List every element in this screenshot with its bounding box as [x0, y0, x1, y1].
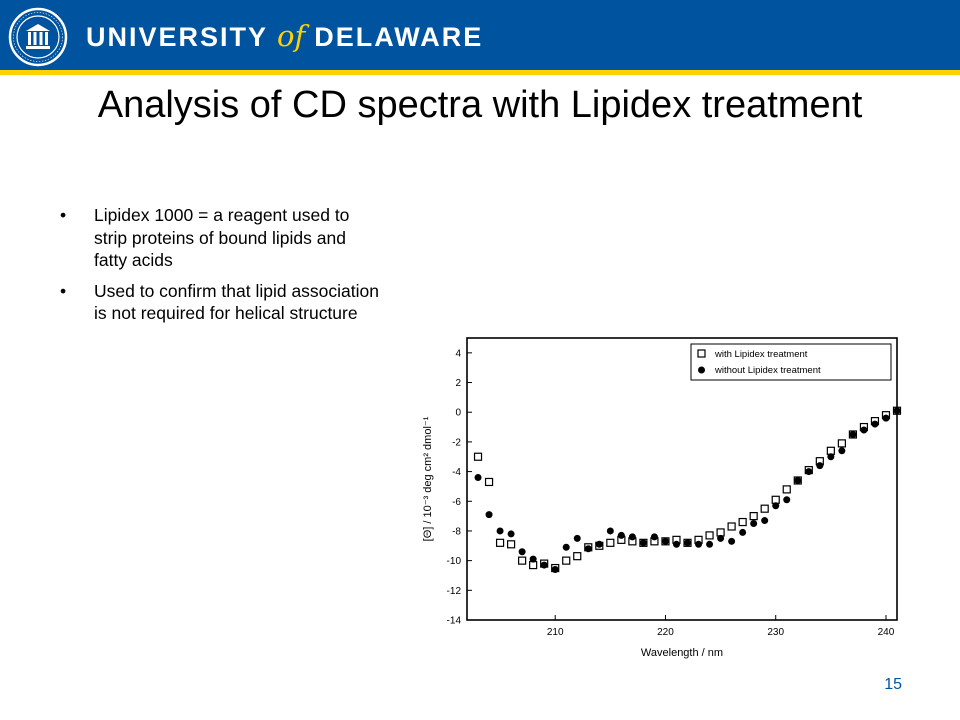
wordmark-delaware: DELAWARE [314, 22, 484, 52]
x-tick-label: 230 [767, 627, 784, 638]
data-point-without-lipidex [672, 540, 680, 548]
legend-label: without Lipidex treatment [714, 365, 821, 376]
bullet-list: • Lipidex 1000 = a reagent used to strip … [60, 204, 380, 333]
university-seal-icon [8, 7, 68, 67]
data-point-without-lipidex [816, 462, 824, 470]
data-point-without-lipidex [805, 468, 813, 476]
y-tick-label: 4 [455, 348, 461, 359]
wordmark-of: of [277, 19, 306, 53]
data-point-with-lipidex [507, 540, 516, 549]
data-point-without-lipidex [750, 520, 758, 528]
y-tick-label: 2 [455, 378, 461, 389]
header-accent-bar [0, 70, 960, 75]
university-wordmark[interactable]: UNIVERSITY of DELAWARE [86, 18, 483, 54]
data-point-without-lipidex [761, 517, 769, 525]
y-tick-label: -10 [447, 556, 462, 567]
legend-box [690, 343, 892, 381]
x-tick-label: 220 [657, 627, 674, 638]
data-point-without-lipidex [496, 527, 504, 535]
data-point-without-lipidex [717, 534, 725, 542]
data-point-with-lipidex [484, 477, 494, 487]
data-point-without-lipidex [617, 531, 625, 539]
data-point-with-lipidex [705, 531, 714, 540]
data-point-without-lipidex [584, 545, 592, 553]
data-point-with-lipidex [473, 452, 483, 461]
data-point-without-lipidex [551, 566, 559, 574]
y-tick-label: -2 [452, 437, 461, 448]
cd-spectrum-chart: 4 2 0 -2 -4 -6 -8 -10 -12 -14 210 220 230 240 Waveleng… [415, 330, 915, 665]
data-point-without-lipidex [573, 534, 581, 542]
data-point-without-lipidex [882, 414, 890, 422]
data-point-without-lipidex [794, 476, 802, 484]
data-point-without-lipidex [628, 533, 636, 541]
data-point-without-lipidex [783, 496, 791, 504]
data-point-without-lipidex [838, 447, 846, 455]
data-point-with-lipidex [738, 517, 747, 527]
data-point-without-lipidex [650, 533, 658, 541]
data-point-without-lipidex [485, 511, 493, 519]
data-point-with-lipidex [518, 556, 527, 565]
data-point-with-lipidex [495, 538, 505, 547]
legend-marker-circle [698, 366, 705, 374]
data-point-without-lipidex [772, 502, 780, 510]
x-axis-label: Wavelength / nm [641, 647, 723, 659]
bullet-item: • Used to confirm that lipid association … [60, 280, 380, 325]
y-tick-label: 0 [455, 408, 461, 419]
data-point-with-lipidex [727, 522, 736, 531]
y-axis-label: [Θ] / 10⁻³ deg cm² dmol⁻¹ [422, 416, 434, 541]
data-point-without-lipidex [639, 539, 647, 547]
x-tick-label: 240 [878, 627, 895, 638]
data-point-without-lipidex [529, 555, 537, 563]
slide-title: Analysis of CD spectra with Lipidex trea… [97, 84, 863, 126]
bullet-icon: • [60, 205, 67, 225]
data-point-with-lipidex [749, 512, 758, 521]
data-point-without-lipidex [860, 426, 868, 434]
x-tick-label: 210 [547, 627, 564, 638]
data-point-without-lipidex [606, 527, 614, 535]
data-point-without-lipidex [595, 540, 603, 548]
legend-marker-square [697, 349, 706, 358]
y-tick-label: -4 [452, 467, 461, 478]
data-point-without-lipidex [827, 453, 835, 461]
data-point-without-lipidex [695, 540, 703, 548]
legend-label: with Lipidex treatment [714, 349, 808, 360]
page-number: 15 [884, 676, 902, 693]
header-banner: UNIVERSITY of DELAWARE [0, 0, 960, 70]
data-point-without-lipidex [849, 430, 857, 438]
y-tick-label: -8 [452, 526, 461, 537]
data-point-with-lipidex [837, 439, 846, 448]
data-point-with-lipidex [760, 504, 769, 513]
data-point-without-lipidex [661, 537, 669, 545]
data-point-without-lipidex [684, 539, 692, 547]
data-point-without-lipidex [540, 561, 548, 569]
y-tick-label: -14 [447, 616, 462, 627]
y-tick-label: -6 [452, 497, 461, 508]
data-point-without-lipidex [739, 528, 747, 536]
wordmark-university: UNIVERSITY [86, 22, 269, 52]
cd-spectrum-chart-svg: 4 2 0 -2 -4 -6 -8 -10 -12 -14 210 220 230 240 Waveleng… [422, 337, 902, 659]
data-point-without-lipidex [474, 474, 482, 482]
bullet-icon: • [60, 280, 67, 301]
data-point-with-lipidex [573, 552, 582, 561]
plot-frame [466, 337, 898, 621]
data-point-without-lipidex [728, 537, 736, 545]
data-point-without-lipidex [562, 543, 570, 551]
y-tick-label: -12 [447, 586, 462, 597]
data-point-without-lipidex [893, 407, 901, 415]
bullet-text: Lipidex 1000 = a reagent used to strip p… [94, 205, 350, 270]
data-point-without-lipidex [706, 540, 714, 548]
bullet-item: • Lipidex 1000 = a reagent used to strip … [60, 204, 380, 272]
bullet-text: Used to confirm that lipid association i… [94, 280, 379, 324]
data-point-with-lipidex [562, 556, 571, 565]
data-point-without-lipidex [507, 530, 515, 538]
data-point-without-lipidex [871, 420, 879, 428]
data-point-with-lipidex [782, 485, 791, 494]
data-point-without-lipidex [518, 548, 526, 556]
data-point-with-lipidex [606, 538, 615, 547]
